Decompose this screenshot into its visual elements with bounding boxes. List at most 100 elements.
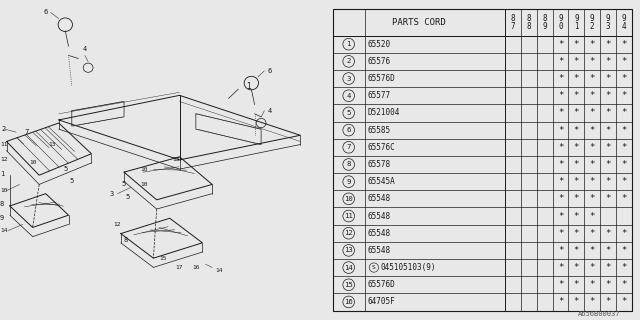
Text: *: * [605,74,611,83]
Text: 8
8: 8 8 [527,14,531,31]
Text: *: * [589,143,595,152]
Text: 4: 4 [268,108,272,114]
Text: *: * [573,160,579,169]
Text: S: S [372,265,376,270]
Text: 12: 12 [0,157,8,162]
Text: *: * [573,246,579,255]
Text: 15: 15 [159,256,167,261]
Text: 5: 5 [63,166,67,172]
Text: 65548: 65548 [368,212,391,220]
Text: *: * [605,229,611,238]
Text: *: * [605,263,611,272]
Text: 8: 8 [346,162,351,167]
Text: *: * [621,40,627,49]
Text: *: * [605,40,611,49]
Text: *: * [589,160,595,169]
Text: *: * [558,263,563,272]
Text: *: * [621,160,627,169]
Text: *: * [573,143,579,152]
Text: 4: 4 [346,93,351,99]
Text: 9
2: 9 2 [590,14,595,31]
Text: 1: 1 [0,171,4,177]
Text: *: * [605,280,611,289]
Text: D521004: D521004 [368,108,400,117]
Text: 6: 6 [268,68,272,74]
Text: 15: 15 [344,282,353,288]
Text: *: * [573,280,579,289]
Text: 65520: 65520 [368,40,391,49]
Text: 5: 5 [346,110,351,116]
Text: *: * [589,280,595,289]
Text: 14: 14 [344,265,353,271]
Text: 65576D: 65576D [368,280,396,289]
Text: 9
0: 9 0 [558,14,563,31]
Text: 8
7: 8 7 [511,14,515,31]
Text: 5: 5 [122,181,126,188]
Text: 13: 13 [49,142,56,147]
Text: *: * [573,91,579,100]
Text: *: * [589,297,595,307]
Text: *: * [605,160,611,169]
Text: 7: 7 [24,129,28,135]
Text: *: * [621,177,627,186]
Text: *: * [573,108,579,117]
Text: *: * [558,108,563,117]
Text: 14: 14 [216,268,223,273]
Text: 65548: 65548 [368,246,391,255]
Text: *: * [573,194,579,203]
Text: 4: 4 [83,46,87,52]
Text: *: * [589,229,595,238]
Text: *: * [605,125,611,135]
Text: *: * [589,246,595,255]
Text: *: * [558,57,563,66]
Text: *: * [621,246,627,255]
Text: 8
9: 8 9 [543,14,547,31]
Text: *: * [558,125,563,135]
Text: 2: 2 [2,126,6,132]
Text: *: * [558,91,563,100]
Text: *: * [605,143,611,152]
Text: 3: 3 [110,191,114,197]
Text: *: * [589,212,595,220]
Text: *: * [605,246,611,255]
Text: 64705F: 64705F [368,297,396,307]
Text: 12: 12 [344,230,353,236]
Text: *: * [589,125,595,135]
Text: *: * [621,194,627,203]
Text: *: * [589,263,595,272]
Text: 16: 16 [192,265,200,270]
Text: *: * [573,229,579,238]
Text: *: * [558,74,563,83]
Text: *: * [573,212,579,220]
Text: 65578: 65578 [368,160,391,169]
Text: *: * [589,194,595,203]
Text: *: * [589,108,595,117]
Text: 65548: 65548 [368,194,391,203]
Text: 13: 13 [173,157,180,162]
Text: 2: 2 [346,58,351,64]
Text: *: * [589,57,595,66]
Text: *: * [605,91,611,100]
Text: 10: 10 [140,182,147,187]
Text: *: * [621,229,627,238]
Text: *: * [573,40,579,49]
Text: 9
3: 9 3 [606,14,611,31]
Text: 6: 6 [44,9,48,15]
Text: 6: 6 [346,127,351,133]
Text: 65576C: 65576C [368,143,396,152]
Text: 65576: 65576 [368,57,391,66]
Text: *: * [573,74,579,83]
Text: 9
4: 9 4 [621,14,626,31]
Text: 7: 7 [346,144,351,150]
Text: A656B00037: A656B00037 [579,311,621,317]
Text: 5: 5 [70,178,74,184]
Text: *: * [573,177,579,186]
Text: 1: 1 [246,82,250,91]
Text: *: * [573,125,579,135]
Text: *: * [621,74,627,83]
Text: *: * [558,160,563,169]
Text: 3: 3 [346,76,351,82]
Text: *: * [573,297,579,307]
Text: 65585: 65585 [368,125,391,135]
Text: 11: 11 [344,213,353,219]
